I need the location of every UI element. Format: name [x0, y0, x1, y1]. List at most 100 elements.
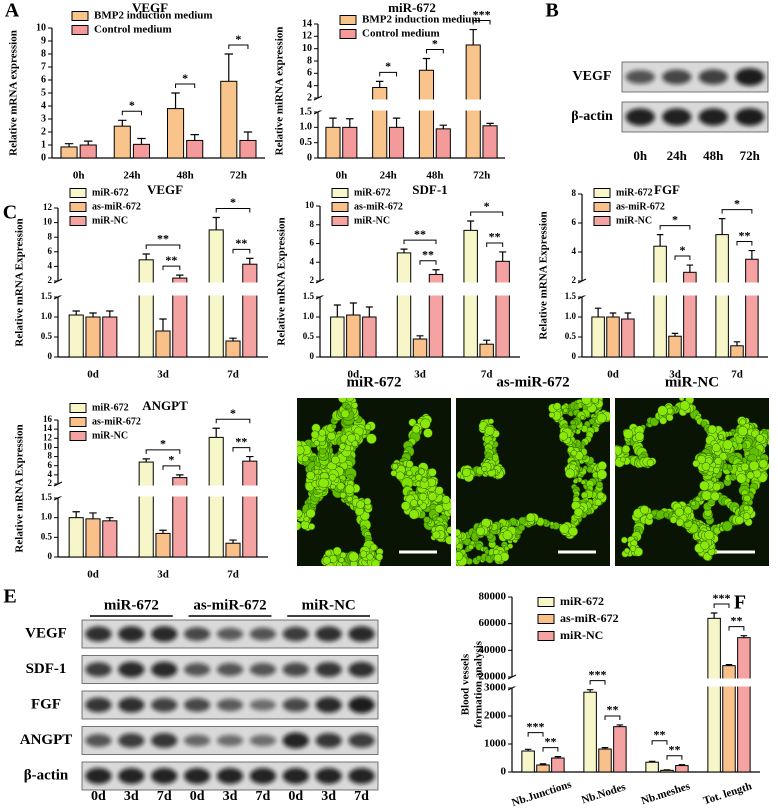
error-bar: [72, 310, 80, 315]
cell: [620, 456, 626, 463]
axis-break-gap: [321, 282, 521, 296]
legend-swatch: [537, 614, 555, 624]
significance-label: **: [489, 230, 501, 244]
x-tick-label: 48h: [177, 170, 194, 182]
y-tick-label: 12: [43, 202, 53, 212]
error-bar: [365, 306, 373, 317]
cell: [445, 535, 451, 545]
error-bar: [118, 119, 127, 127]
error-bar: [733, 341, 741, 346]
error-bar: [176, 474, 184, 478]
y-tick-label: 2: [41, 126, 46, 137]
legend-swatch: [339, 29, 357, 39]
y-tick-label: 10: [43, 217, 53, 227]
cell: [755, 434, 764, 443]
legend-swatch: [339, 15, 357, 25]
significance-label: **: [157, 232, 169, 246]
y-tick-label: 2: [572, 275, 577, 285]
cell: [701, 462, 711, 471]
bar: [606, 316, 620, 358]
significance-bracket: [379, 71, 398, 77]
cell: [615, 445, 623, 456]
significance-label: *: [432, 36, 438, 50]
y-tick-label: 6: [572, 217, 577, 227]
cell: [324, 549, 332, 557]
y-tick-label: 1.5: [300, 106, 313, 117]
cell: [347, 433, 356, 443]
significance-bracket: [472, 20, 491, 25]
cell: [748, 460, 760, 471]
y-tick-label: 10: [305, 200, 315, 210]
cell: [502, 530, 513, 541]
y-tick-label: 2000: [484, 710, 507, 722]
blot-band: [348, 626, 375, 642]
cell: [646, 512, 654, 520]
cell: [580, 479, 586, 485]
blot-lane-label: 7d: [255, 789, 270, 804]
y-tick-label: 3000: [484, 682, 507, 694]
legend-label: miR-NC: [92, 215, 128, 226]
y-tick-label: 2: [48, 275, 53, 285]
bar: [675, 765, 689, 773]
bar: [220, 80, 238, 159]
error-bar: [229, 337, 237, 341]
cell: [692, 459, 700, 468]
cell: [596, 491, 605, 500]
blot-row-label: FGF: [31, 696, 61, 712]
blot-row-label: VEGF: [25, 625, 67, 641]
bar: [85, 518, 101, 558]
blot-band: [183, 663, 211, 676]
axis-break-gap: [513, 678, 761, 687]
legend-label: as-miR-672: [560, 611, 619, 625]
cell: [621, 444, 631, 454]
panel-letter: F: [734, 592, 746, 614]
x-tick-label: 0h: [73, 170, 85, 182]
cell: [476, 526, 486, 536]
bar: [79, 144, 97, 159]
x-tick-label: 24h: [380, 170, 397, 182]
blot-band: [315, 697, 342, 713]
bar: [591, 316, 605, 358]
x-tick-label: 3d: [157, 569, 169, 581]
cell: [456, 535, 460, 546]
cell: [718, 434, 724, 440]
blot-band: [183, 627, 211, 641]
y-tick-label: 4: [307, 80, 312, 91]
cell: [712, 467, 720, 474]
blot-band: [662, 69, 692, 85]
cell: [488, 418, 495, 425]
significance-bracket: [728, 626, 745, 631]
blot-lane-label: 0d: [190, 789, 205, 804]
cell: [308, 523, 316, 531]
error-bar: [686, 264, 694, 273]
legend-swatch: [593, 216, 611, 226]
error-bar: [246, 455, 254, 462]
blot-band: [282, 626, 309, 642]
cell: [301, 455, 309, 463]
blot-band: [625, 70, 655, 84]
blot-group-label: miR-NC: [302, 597, 356, 613]
x-tick-label: 7d: [227, 569, 239, 581]
y-tick-label: 4: [572, 246, 577, 256]
cell: [666, 413, 674, 422]
significance-label: *: [129, 98, 135, 112]
cell: [737, 425, 748, 437]
y-tick-label: 1.5: [565, 291, 577, 301]
error-bar: [678, 764, 686, 766]
bar: [102, 520, 118, 558]
significance-label: **: [654, 727, 666, 741]
y-tick-label: 8: [307, 55, 312, 66]
y-tick-label: 20000: [479, 671, 507, 683]
y-axis-label: Relative mRNA Expression: [538, 211, 550, 339]
legend-label: miR-NC: [92, 430, 128, 441]
cell: [559, 523, 570, 534]
blot-band: [118, 697, 145, 713]
x-tick-label: 0d: [87, 369, 99, 381]
chart-title: ANGPT: [142, 398, 188, 413]
y-tick-label: 2: [48, 478, 53, 488]
cell: [322, 556, 331, 565]
cell: [420, 418, 431, 429]
bar: [598, 748, 612, 773]
y-tick-label: 6: [48, 246, 53, 256]
